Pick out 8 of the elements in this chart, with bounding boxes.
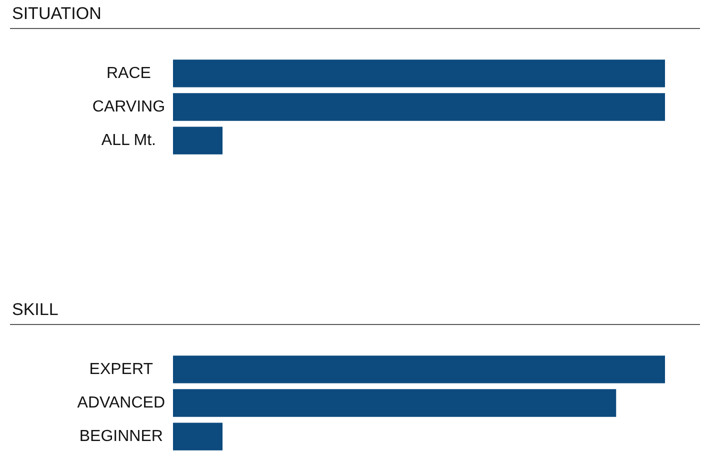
y-tick-label: BEGINNER bbox=[79, 428, 163, 446]
y-tick-label: ALL Mt. bbox=[101, 132, 156, 150]
chart-title: SITUATION bbox=[10, 4, 700, 29]
y-tick-label: EXPERT bbox=[89, 360, 154, 378]
y-tick-label: CARVING bbox=[92, 98, 165, 116]
y-tick-label: RACE bbox=[106, 64, 151, 82]
y-tick-label: ADVANCED bbox=[77, 394, 165, 412]
text: SKILL bbox=[10, 300, 700, 325]
